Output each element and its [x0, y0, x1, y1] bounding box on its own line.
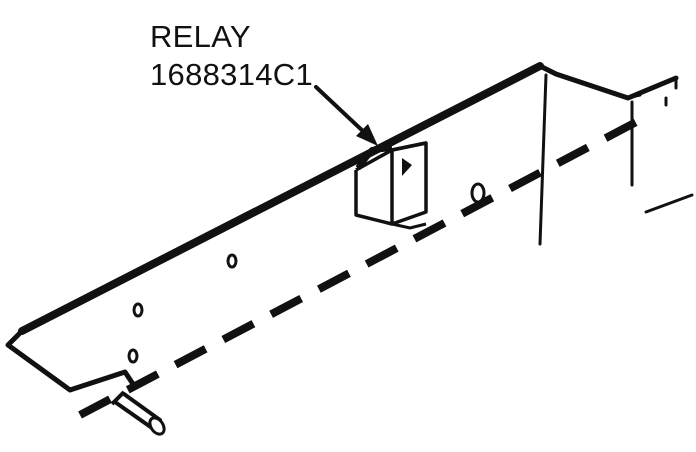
relay-label: RELAY — [150, 19, 251, 54]
bracket-far-edge — [664, 78, 678, 107]
relay — [354, 141, 428, 230]
bracket-far-bottom — [644, 193, 694, 214]
callout-arrow — [314, 85, 378, 146]
bracket-top-edge — [18, 62, 544, 335]
relay-terminal — [402, 158, 412, 176]
mounting-hole — [132, 302, 144, 318]
bracket-left-hook — [5, 328, 136, 393]
mounting-hole — [226, 253, 238, 269]
mounting-stud — [110, 390, 166, 436]
bracket-right-flange — [537, 63, 679, 101]
relay-part-number: 1688314C1 — [150, 57, 314, 92]
bracket-right-flange-inner — [626, 93, 642, 100]
mounting-hole — [470, 182, 486, 204]
bracket-fold-line — [538, 73, 548, 246]
mounting-hole — [127, 348, 139, 364]
